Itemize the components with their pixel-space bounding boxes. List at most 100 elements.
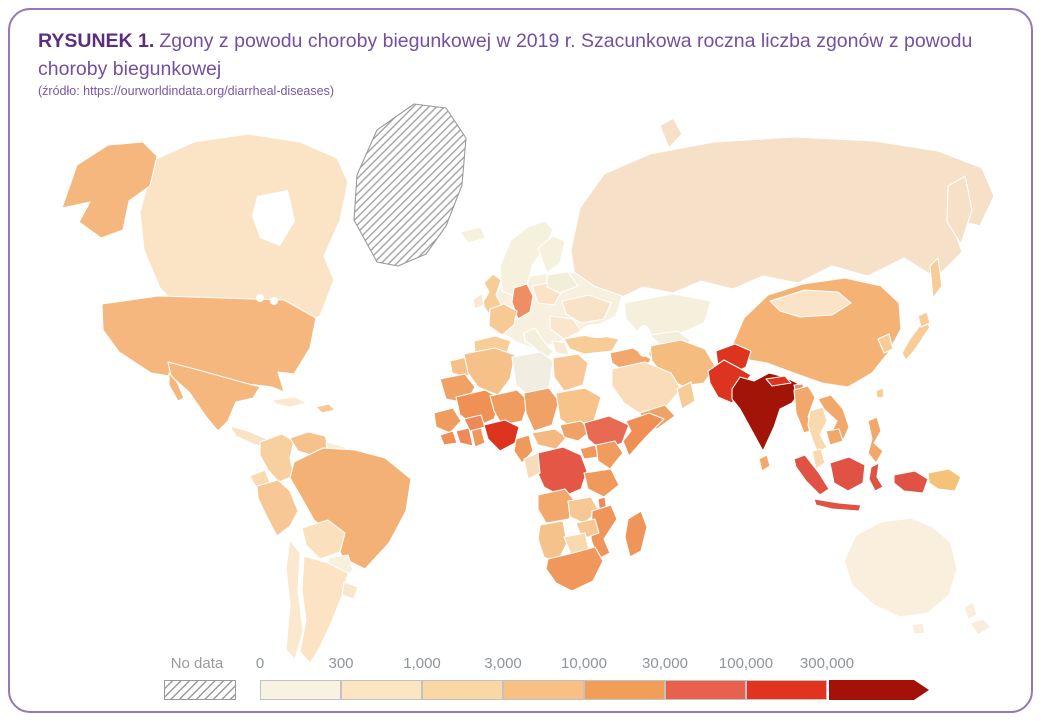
- great-lakes-west: [256, 294, 264, 302]
- map-region-brazil: [289, 447, 412, 570]
- map-region-niger: [489, 389, 530, 426]
- map-region-angola: [537, 488, 576, 524]
- great-lakes-east: [270, 297, 278, 305]
- map-region-tanzania: [583, 468, 620, 498]
- map-region-balkans: [549, 315, 582, 340]
- map-region-new-zealand-north: [963, 601, 978, 620]
- map-region-iceland: [459, 226, 486, 244]
- legend-segment-8: [829, 680, 929, 700]
- map-region-ireland: [472, 293, 485, 310]
- map-region-java: [813, 498, 862, 512]
- map-region-alaska: [61, 141, 158, 239]
- map-region-cambodia: [825, 428, 844, 446]
- map-region-hispaniola: [315, 403, 336, 414]
- map-region-novaya-zemlya: [659, 117, 683, 149]
- map-region-india: [731, 372, 802, 452]
- figure-title-line: RYSUNEK 1. Zgony z powodu choroby biegunk…: [38, 28, 993, 83]
- map-region-germany: [511, 283, 534, 320]
- figure-source: (źródło: https://ourworldindata.org/diar…: [38, 84, 334, 99]
- map-region-sulawesi: [868, 462, 884, 492]
- legend-tick: 30,000: [642, 655, 688, 672]
- map-region-japan: [901, 319, 931, 361]
- legend-segment-3: [422, 680, 503, 700]
- map-region-mexico: [167, 361, 261, 432]
- map-region-congo-gabon: [523, 452, 541, 480]
- legend-bar: [260, 680, 929, 700]
- legend-tick: 100,000: [718, 655, 774, 672]
- map-region-argentina: [299, 555, 349, 664]
- map-region-australia: [843, 517, 958, 618]
- map-region-madagascar: [624, 510, 648, 558]
- map-region-sri-lanka: [758, 454, 771, 472]
- map-region-ukraine: [561, 294, 612, 324]
- map-region-ethiopia: [583, 415, 630, 452]
- black-sea: [581, 324, 615, 338]
- legend-tick: 0: [255, 655, 265, 672]
- map-region-chile: [285, 539, 304, 660]
- map-region-kenya: [595, 440, 624, 470]
- map-region-greenland: [353, 103, 467, 267]
- map-region-car: [531, 428, 568, 450]
- map-region-saudi-arabia: [611, 361, 682, 417]
- legend-no-data-swatch: [164, 680, 236, 700]
- legend-segment-2: [341, 680, 422, 700]
- legend-segment-1: [260, 680, 341, 700]
- hudson-bay: [252, 190, 295, 246]
- map-region-finland: [537, 235, 566, 274]
- map-region-malay-peninsula: [811, 448, 826, 470]
- figure-title: Zgony z powodu choroby biegunkowej w 201…: [38, 30, 973, 80]
- map-region-west-papua: [893, 470, 929, 494]
- figure-label: RYSUNEK 1.: [38, 30, 155, 52]
- map-region-korea: [877, 333, 894, 354]
- map-region-oman: [676, 381, 696, 410]
- figure-caption: RYSUNEK 1. Zgony z powodu choroby biegunk…: [38, 28, 993, 98]
- map-region-baltics: [546, 271, 579, 294]
- map-region-new-zealand-south: [969, 618, 992, 636]
- map-region-italy: [523, 327, 554, 360]
- world-map: [61, 103, 995, 664]
- map-region-vietnam-laos: [817, 394, 850, 444]
- legend-tick: 300,000: [799, 655, 855, 672]
- map-region-borneo: [829, 456, 866, 492]
- lake-victoria: [588, 458, 596, 466]
- map-region-thailand: [807, 406, 828, 454]
- legend-segment-7: [746, 680, 827, 700]
- map-region-mozambique: [590, 504, 618, 560]
- legend-segment-5: [584, 680, 665, 700]
- map-region-philippines: [867, 416, 884, 464]
- map-region-papua-new-guinea: [927, 468, 962, 492]
- map-region-sakhalin: [929, 257, 943, 299]
- map-region-chad: [523, 387, 560, 432]
- legend-tick: 10,000: [561, 655, 607, 672]
- map-region-south-sudan: [559, 420, 592, 442]
- map-region-libya: [511, 351, 554, 398]
- legend-segment-4: [503, 680, 584, 700]
- legend-tick: 1,000: [403, 655, 441, 672]
- map-region-kamchatka: [946, 175, 973, 245]
- map-region-france: [488, 303, 518, 336]
- map-region-algeria: [463, 347, 516, 396]
- map-region-nepal: [765, 375, 792, 387]
- map-region-south-africa: [545, 546, 604, 592]
- map-region-nigeria: [483, 419, 520, 452]
- map-region-drc: [535, 446, 588, 498]
- map-region-egypt: [552, 353, 589, 392]
- map-region-baja: [168, 372, 185, 402]
- figure-card: RYSUNEK 1. Zgony z powodu choroby biegunk…: [8, 8, 1033, 713]
- map-region-bolivia: [301, 519, 346, 560]
- legend-no-data-label: No data: [170, 655, 224, 672]
- map-region-cuba: [271, 396, 308, 408]
- map-region-japan-hokkaido: [917, 311, 931, 328]
- legend-segment-6: [665, 680, 746, 700]
- map-region-russia: [570, 136, 995, 300]
- map-region-sierra-leone-liberia: [439, 430, 458, 446]
- map-region-sumatra: [793, 454, 830, 496]
- map-region-senegal-guinea: [433, 407, 462, 434]
- legend-tick: 3,000: [484, 655, 522, 672]
- map-region-ivory-coast: [455, 427, 474, 447]
- map-region-uruguay: [341, 581, 359, 600]
- legend-ticks: 0 300 1,000 3,000 10,000 30,000 100,000 300,000: [256, 655, 930, 675]
- caspian-sea: [636, 325, 652, 357]
- map-region-tasmania: [911, 622, 926, 635]
